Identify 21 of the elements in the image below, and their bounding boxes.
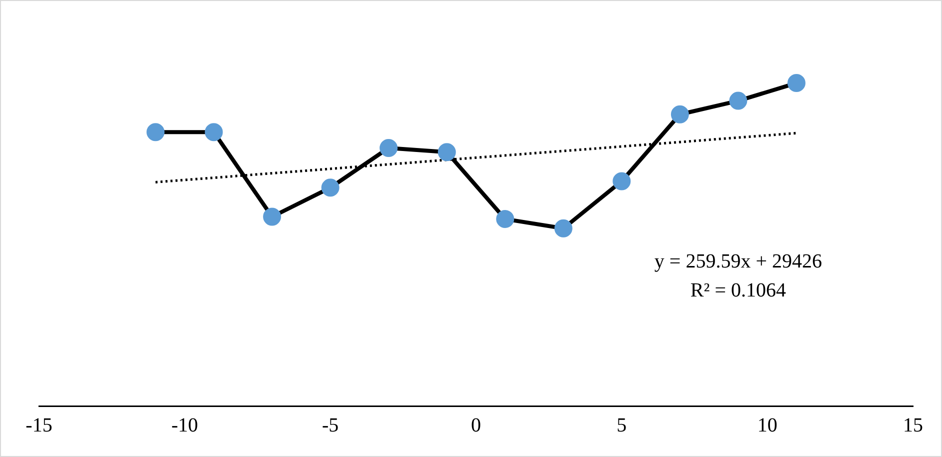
x-tick-label: 15 [903, 414, 923, 436]
point [670, 105, 689, 124]
point [263, 208, 282, 226]
point [612, 172, 631, 190]
annotation: y = 259.59x + 29426 [654, 250, 822, 272]
point [554, 219, 572, 238]
annotation: R² = 0.1064 [690, 279, 786, 302]
x-tick-label: -10 [171, 414, 198, 436]
point [380, 138, 398, 157]
point [321, 178, 340, 197]
point [146, 123, 165, 142]
x-tick-label: -5 [322, 414, 339, 436]
point [438, 143, 456, 162]
x-tick-label: 10 [757, 414, 778, 436]
x-tick-label: 5 [616, 414, 627, 436]
x-tick-label: 0 [471, 414, 481, 436]
point [787, 74, 806, 92]
point [496, 210, 514, 228]
point [204, 123, 223, 142]
point [729, 92, 748, 110]
x-tick-label: -15 [26, 414, 52, 436]
